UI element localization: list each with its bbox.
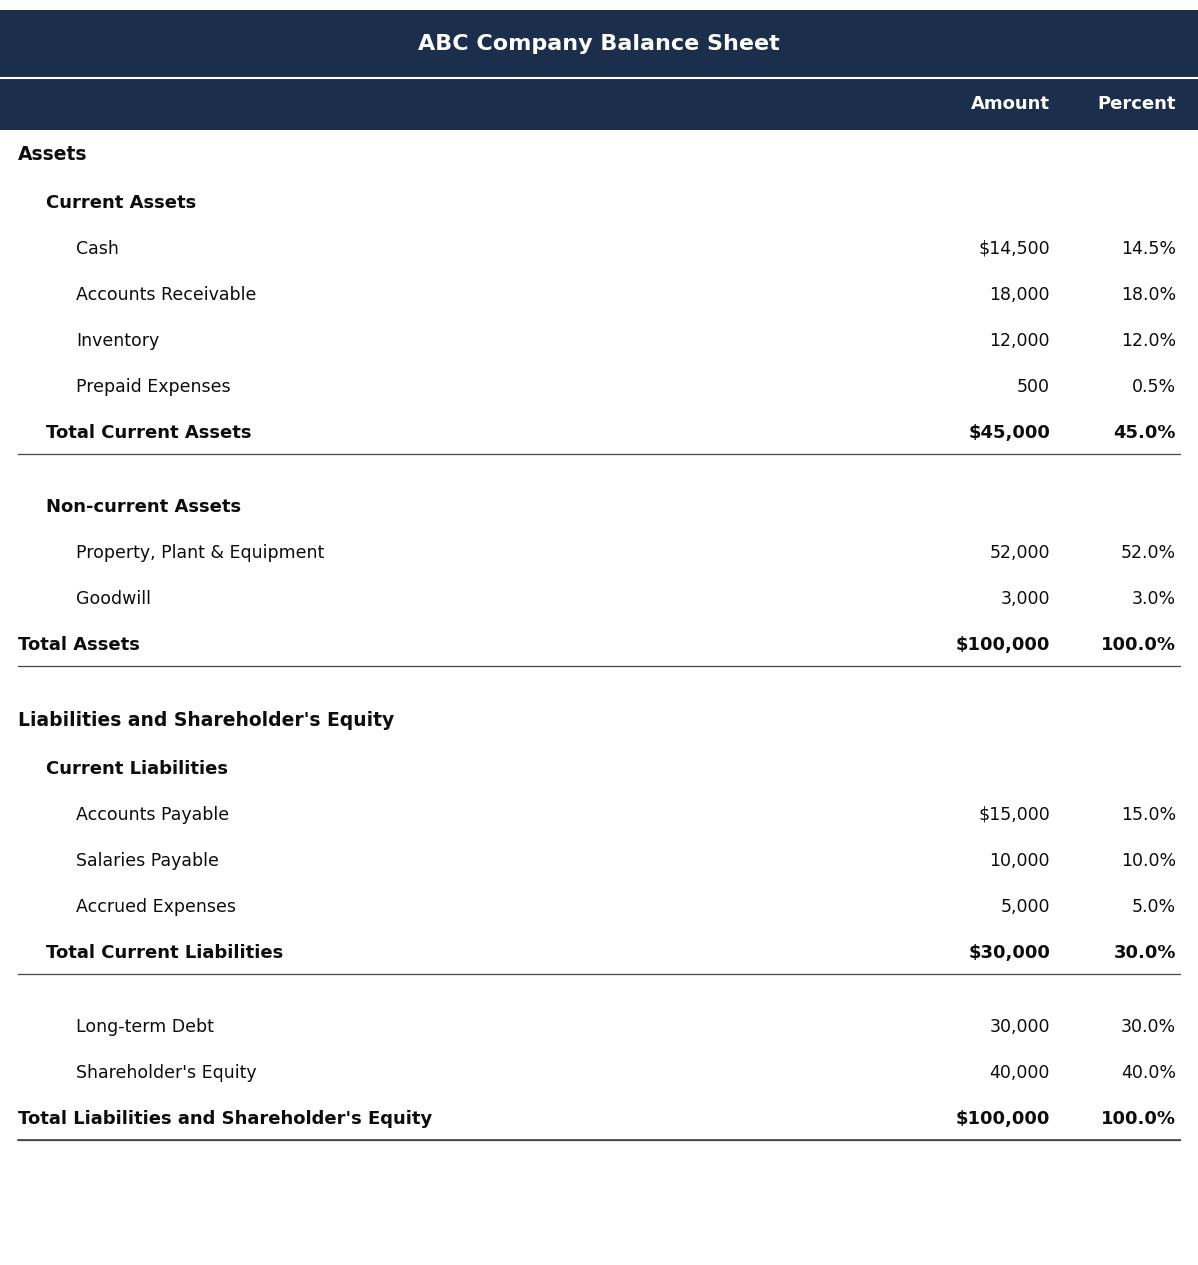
Text: Goodwill: Goodwill [75, 589, 151, 608]
Text: $100,000: $100,000 [956, 1109, 1049, 1128]
Text: 5.0%: 5.0% [1132, 898, 1176, 916]
Text: 100.0%: 100.0% [1101, 1109, 1176, 1128]
Text: Cash: Cash [75, 240, 119, 258]
Text: ABC Company Balance Sheet: ABC Company Balance Sheet [418, 34, 780, 54]
Text: 15.0%: 15.0% [1121, 806, 1176, 824]
Text: Percent: Percent [1097, 95, 1176, 113]
Text: Total Liabilities and Shareholder's Equity: Total Liabilities and Shareholder's Equi… [18, 1109, 432, 1128]
Text: Prepaid Expenses: Prepaid Expenses [75, 378, 231, 396]
Text: Total Current Liabilities: Total Current Liabilities [46, 944, 283, 961]
Text: Shareholder's Equity: Shareholder's Equity [75, 1064, 256, 1082]
Text: 0.5%: 0.5% [1132, 378, 1176, 396]
Bar [0, 10, 1198, 78]
Text: Long-term Debt: Long-term Debt [75, 1018, 214, 1036]
Text: 52,000: 52,000 [990, 544, 1049, 562]
Text: 40.0%: 40.0% [1121, 1064, 1176, 1082]
Text: $14,500: $14,500 [979, 240, 1049, 258]
Text: 100.0%: 100.0% [1101, 636, 1176, 654]
Text: 10.0%: 10.0% [1121, 853, 1176, 870]
Bar [0, 78, 1198, 130]
Text: Assets: Assets [18, 145, 87, 164]
Text: Current Assets: Current Assets [46, 194, 196, 213]
Text: Non-current Assets: Non-current Assets [46, 498, 241, 516]
Text: Amount: Amount [972, 95, 1049, 113]
Text: 40,000: 40,000 [990, 1064, 1049, 1082]
Text: Salaries Payable: Salaries Payable [75, 853, 219, 870]
Text: $30,000: $30,000 [968, 944, 1049, 961]
Text: Inventory: Inventory [75, 331, 159, 350]
Text: 500: 500 [1017, 378, 1049, 396]
Text: 3,000: 3,000 [1000, 589, 1049, 608]
Text: 30.0%: 30.0% [1113, 944, 1176, 961]
Text: $15,000: $15,000 [979, 806, 1049, 824]
Text: 12,000: 12,000 [990, 331, 1049, 350]
Text: Property, Plant & Equipment: Property, Plant & Equipment [75, 544, 325, 562]
Text: 45.0%: 45.0% [1113, 424, 1176, 441]
Text: 3.0%: 3.0% [1132, 589, 1176, 608]
Text: 18.0%: 18.0% [1121, 286, 1176, 304]
Text: 18,000: 18,000 [990, 286, 1049, 304]
Text: 5,000: 5,000 [1000, 898, 1049, 916]
Text: 52.0%: 52.0% [1121, 544, 1176, 562]
Text: $100,000: $100,000 [956, 636, 1049, 654]
Text: $45,000: $45,000 [968, 424, 1049, 441]
Text: 30,000: 30,000 [990, 1018, 1049, 1036]
Text: Accounts Receivable: Accounts Receivable [75, 286, 256, 304]
Text: Total Assets: Total Assets [18, 636, 140, 654]
Text: 30.0%: 30.0% [1121, 1018, 1176, 1036]
Text: Current Liabilities: Current Liabilities [46, 760, 228, 778]
Text: Accounts Payable: Accounts Payable [75, 806, 229, 824]
Text: Liabilities and Shareholder's Equity: Liabilities and Shareholder's Equity [18, 711, 394, 730]
Text: 10,000: 10,000 [990, 853, 1049, 870]
Text: 14.5%: 14.5% [1121, 240, 1176, 258]
Text: 12.0%: 12.0% [1121, 331, 1176, 350]
Text: Accrued Expenses: Accrued Expenses [75, 898, 236, 916]
Text: Total Current Assets: Total Current Assets [46, 424, 252, 441]
